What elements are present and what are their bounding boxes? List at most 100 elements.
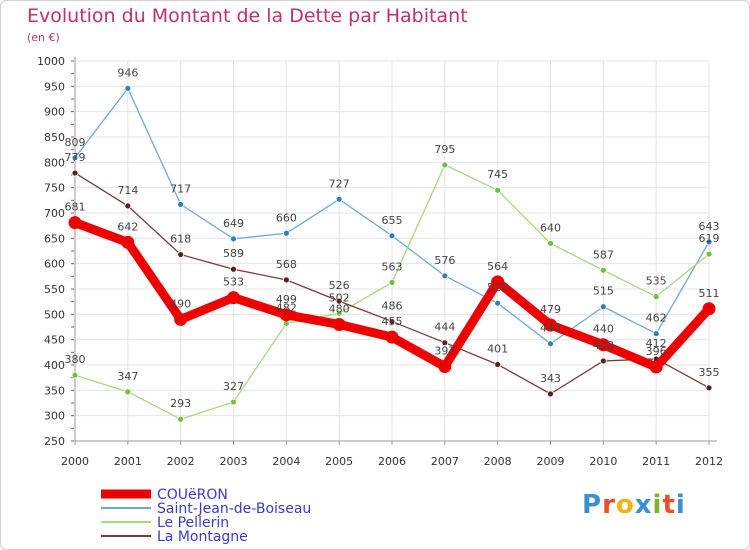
data-label-le-pellerin: 502 (329, 291, 350, 304)
x-tick-label: 2003 (220, 455, 248, 468)
data-point-saint-jean-de-boiseau (335, 195, 343, 203)
data-point-la-montagne (177, 251, 185, 258)
data-label-la-montagne: 408 (593, 339, 614, 352)
data-label-le-pellerin: 619 (699, 232, 720, 245)
data-label-le-pellerin: 347 (117, 370, 138, 383)
data-label-layer: 809 946 717 649 660 727 655 576 522 442 515 462 643 3… (65, 66, 720, 410)
data-point-la-montagne (494, 361, 502, 368)
data-point-cou-ron (68, 216, 82, 230)
data-label-le-pellerin: 795 (434, 143, 455, 156)
data-label-le-pellerin: 293 (170, 397, 191, 410)
chart-title: Evolution du Montant de la Dette par Hab… (27, 5, 468, 27)
data-label-saint-jean-de-boiseau: 809 (65, 136, 86, 149)
data-point-cou-ron (649, 360, 663, 374)
y-tick-label: 250 (44, 435, 65, 448)
grid-layer (74, 60, 710, 442)
data-label-cou-ron: 440 (593, 323, 614, 336)
data-point-le-pellerin (124, 388, 132, 396)
data-label-cou-ron: 642 (117, 220, 138, 233)
x-tick-label: 2008 (484, 455, 512, 468)
y-tick-label: 900 (44, 106, 65, 119)
data-point-le-pellerin (335, 309, 343, 317)
data-label-la-montagne: 714 (117, 184, 138, 197)
data-label-cou-ron: 396 (646, 345, 667, 358)
data-label-le-pellerin: 745 (487, 168, 508, 181)
data-point-la-montagne (230, 265, 237, 273)
data-point-la-montagne (124, 202, 132, 210)
data-point-la-montagne (547, 390, 554, 398)
data-point-le-pellerin (230, 398, 237, 406)
y-tick-label: 550 (44, 283, 65, 296)
data-label-la-montagne: 412 (646, 337, 667, 350)
y-tick-label: 1000 (37, 55, 65, 68)
data-label-saint-jean-de-boiseau: 462 (646, 312, 667, 325)
data-point-le-pellerin (388, 279, 396, 286)
data-label-saint-jean-de-boiseau: 655 (382, 214, 403, 227)
data-label-le-pellerin: 482 (276, 301, 297, 314)
data-label-cou-ron: 499 (276, 293, 297, 306)
data-label-la-montagne: 444 (434, 321, 455, 334)
data-label-le-pellerin: 587 (593, 248, 614, 261)
data-label-la-montagne: 486 (382, 299, 403, 312)
data-label-cou-ron: 511 (699, 287, 720, 300)
data-point-cou-ron (279, 308, 293, 322)
data-label-cou-ron: 479 (540, 303, 561, 316)
data-point-la-montagne (599, 357, 607, 365)
data-label-saint-jean-de-boiseau: 649 (223, 217, 244, 230)
logo-letter: i (652, 490, 663, 520)
logo-letter: o (615, 490, 635, 520)
x-tick-label: 2000 (61, 455, 89, 468)
data-point-la-montagne (705, 384, 713, 392)
data-point-le-pellerin (652, 293, 660, 301)
data-label-saint-jean-de-boiseau: 946 (117, 66, 138, 79)
data-point-saint-jean-de-boiseau (652, 330, 660, 337)
data-label-cou-ron: 397 (434, 345, 455, 358)
data-label-la-montagne: 779 (65, 151, 86, 164)
legend-label-cou-ron: COUëRON (157, 487, 228, 503)
series-layer (68, 84, 716, 423)
data-label-le-pellerin: 640 (540, 221, 561, 234)
data-point-saint-jean-de-boiseau (388, 232, 396, 240)
data-label-saint-jean-de-boiseau: 727 (329, 177, 350, 190)
data-point-saint-jean-de-boiseau (124, 84, 132, 92)
x-tick-label: 2011 (642, 455, 670, 468)
data-label-saint-jean-de-boiseau: 576 (434, 254, 455, 267)
data-point-cou-ron (491, 275, 505, 289)
y-tick-label: 450 (44, 334, 65, 347)
y-tick-label: 700 (44, 207, 65, 220)
data-label-cou-ron: 681 (65, 201, 86, 214)
data-label-saint-jean-de-boiseau: 643 (699, 220, 720, 233)
data-point-saint-jean-de-boiseau (282, 229, 290, 237)
logo-letter: r (602, 490, 616, 520)
data-label-cou-ron: 564 (487, 260, 508, 273)
data-point-le-pellerin (441, 161, 449, 169)
x-tick-label: 2001 (114, 455, 142, 468)
y-tick-label: 850 (44, 131, 65, 144)
data-point-cou-ron (596, 338, 610, 352)
y-tick-label: 750 (44, 182, 65, 195)
x-tick-label: 2009 (537, 455, 565, 468)
data-point-la-montagne (71, 169, 79, 177)
data-point-le-pellerin (494, 186, 502, 194)
data-label-cou-ron: 455 (382, 315, 403, 328)
legend-label-saint-jean-de-boiseau: Saint-Jean-de-Boiseau (157, 501, 311, 517)
data-label-saint-jean-de-boiseau: 717 (170, 182, 191, 195)
data-label-le-pellerin: 535 (646, 275, 667, 288)
y-tick-label: 950 (44, 80, 65, 93)
legend-label-la-montagne: La Montagne (157, 529, 248, 545)
y-tick-label: 400 (44, 359, 65, 372)
y-tick-label: 800 (44, 156, 65, 169)
proxiti-logo: Proxiti (582, 490, 686, 520)
data-point-le-pellerin (705, 250, 713, 258)
y-tick-label: 600 (44, 258, 65, 271)
axis-layer: 250 300 350 400 450 500 550 600 650 700 750 800 850 9… (37, 55, 723, 468)
data-point-cou-ron (227, 291, 240, 305)
data-label-la-montagne: 526 (329, 279, 350, 292)
x-tick-label: 2012 (695, 455, 723, 468)
data-point-cou-ron (702, 302, 716, 316)
data-point-la-montagne (441, 339, 449, 347)
data-point-le-pellerin (547, 239, 554, 247)
